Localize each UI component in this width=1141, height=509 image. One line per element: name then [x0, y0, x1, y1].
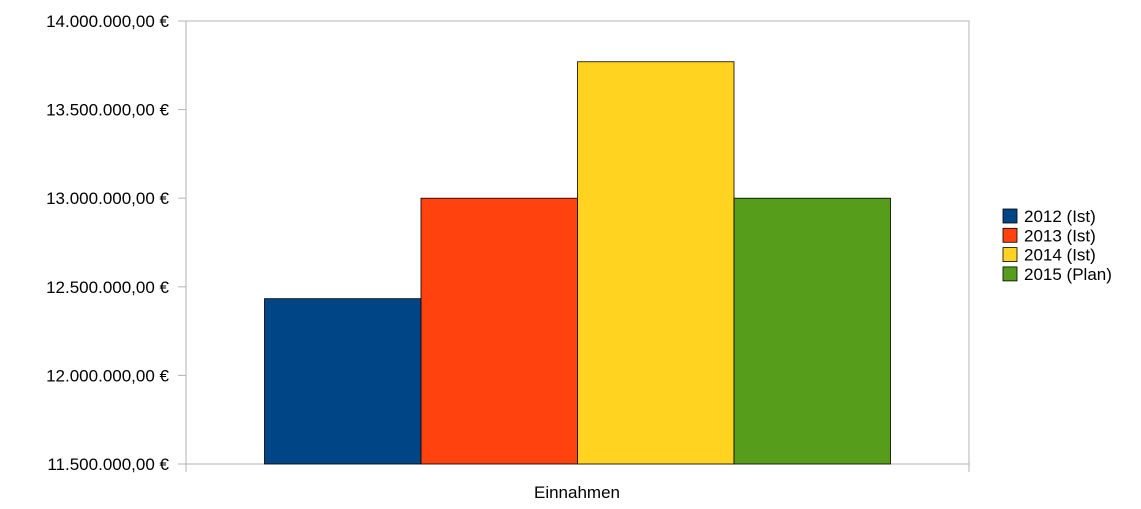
x-category-label: Einnahmen — [534, 483, 620, 502]
y-tick-label: 14.000.000,00 € — [46, 12, 169, 31]
y-tick-label: 13.500.000,00 € — [46, 101, 169, 120]
legend-label: 2015 (Plan) — [1024, 265, 1112, 284]
legend-swatch — [1002, 227, 1018, 243]
legend-label: 2014 (Ist) — [1024, 246, 1096, 265]
bar-2014-ist — [577, 61, 735, 465]
legend: 2012 (Ist)2013 (Ist)2014 (Ist)2015 (Plan… — [1002, 207, 1112, 284]
y-tick-label: 13.000.000,00 € — [46, 189, 169, 208]
legend-label: 2013 (Ist) — [1024, 226, 1096, 245]
bar-2012-ist — [264, 298, 422, 465]
legend-swatch — [1002, 266, 1018, 282]
bar-2013-ist — [420, 197, 578, 465]
bars-group — [264, 61, 891, 465]
y-tick-label: 11.500.000,00 € — [47, 455, 169, 474]
legend-swatch — [1002, 208, 1018, 224]
y-axis: 11.500.000,00 € 12.000.000,00 € 12.500.000… — [46, 12, 970, 474]
bar-2015-plan — [733, 197, 891, 465]
legend-swatch — [1002, 247, 1018, 263]
y-tick-label: 12.000.000,00 € — [46, 366, 169, 385]
legend-label: 2012 (Ist) — [1024, 207, 1096, 226]
x-axis: Einnahmen — [534, 483, 620, 502]
y-tick-label: 12.500.000,00 € — [46, 278, 169, 297]
